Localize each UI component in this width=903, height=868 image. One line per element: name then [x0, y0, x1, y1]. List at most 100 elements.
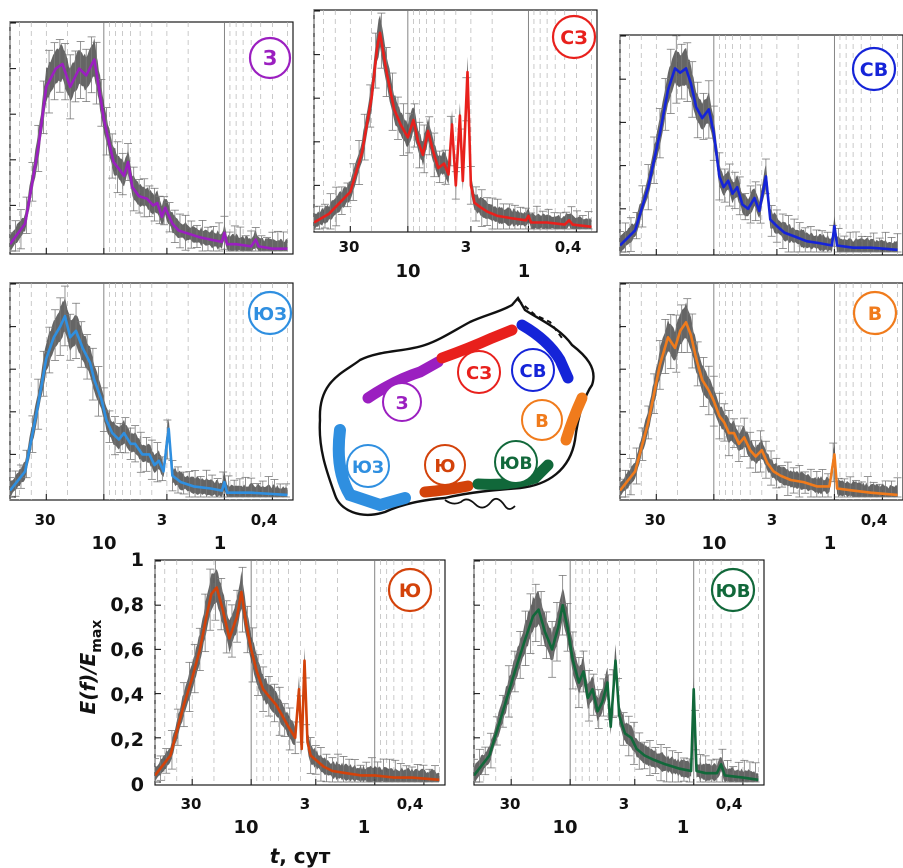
- badge-circle: [247, 290, 293, 336]
- gridlines: [619, 35, 898, 255]
- map-label-northwest: СЗ: [457, 350, 501, 394]
- badge-label: СЗ: [560, 27, 587, 49]
- y-axis-title-subscript: max: [89, 620, 105, 653]
- series-path: [10, 314, 288, 497]
- error-bars: [10, 285, 291, 498]
- badge-label: В: [868, 303, 882, 325]
- map-label-text: В: [535, 411, 549, 432]
- x-tick-label: 3: [461, 238, 471, 256]
- x-tick-label: 1: [358, 817, 371, 838]
- map-label-text: СЗ: [466, 363, 492, 384]
- x-tick-label: 3: [619, 795, 629, 813]
- uncertainty-band: [620, 302, 898, 497]
- x-tick-label: 1: [824, 533, 837, 554]
- direction-badge: ЮЗ: [247, 290, 293, 336]
- map-label-text: ЮЗ: [352, 458, 384, 478]
- badge-label: З: [263, 46, 277, 70]
- y-tick-marks: [10, 283, 16, 498]
- uncertainty-fill: [314, 15, 592, 230]
- map-label-south: Ю: [424, 444, 466, 486]
- x-tick-label: 1: [214, 533, 227, 554]
- map-label-east: В: [521, 399, 563, 441]
- x-tick-label: 30: [500, 795, 521, 813]
- x-tick-label: 1: [518, 261, 531, 282]
- series-line: [10, 58, 288, 250]
- y-tick-label: 1: [131, 549, 144, 571]
- map-label-southeast: ЮВ: [494, 440, 538, 484]
- series-path: [474, 603, 759, 782]
- map-label-circle: [511, 348, 555, 392]
- badge-label: ЮЗ: [253, 304, 287, 325]
- chart-panel-southwest: ЮЗ 30 10 3 1 0,4: [9, 282, 294, 554]
- badge-circle: [248, 36, 292, 80]
- x-tick-label: 0,4: [397, 795, 424, 813]
- badge-label: СВ: [860, 59, 888, 81]
- badge-circle: [851, 46, 897, 92]
- series-path: [314, 31, 592, 229]
- map-label-circle: [382, 382, 422, 422]
- badge-label: Ю: [399, 580, 421, 602]
- x-tick-labels: 30 10 3 1 0,4: [181, 795, 424, 838]
- segment-south: [419, 480, 474, 498]
- map-label-circle: [346, 444, 390, 488]
- badge-circle: [551, 14, 597, 60]
- map-label-west: З: [382, 382, 422, 422]
- direction-badge: СВ: [851, 46, 897, 92]
- chart-panel-west: З: [9, 21, 294, 255]
- uncertainty-fill: [620, 302, 898, 497]
- direction-badge: З: [248, 36, 292, 80]
- x-axis-title: t, сут: [270, 844, 331, 868]
- segment-west: [362, 356, 444, 404]
- uncertainty-band: [314, 15, 592, 230]
- map-label-circle: [424, 444, 466, 486]
- x-tick-label: 30: [339, 238, 360, 256]
- river-mouths: [444, 497, 516, 510]
- x-tick-labels: 30 10 3 1 0,4: [500, 795, 743, 838]
- direction-badge: ЮВ: [710, 567, 756, 613]
- x-tick-label: 10: [552, 817, 577, 838]
- series-path: [155, 586, 440, 782]
- x-axis-variable: t: [270, 844, 281, 868]
- x-tick-label: 0,4: [716, 795, 743, 813]
- y-tick-marks: [620, 283, 626, 498]
- x-tick-label: 0,4: [861, 511, 888, 529]
- y-tick-label: 0,6: [110, 639, 144, 661]
- open-boundary: [517, 299, 563, 339]
- map-label-text: Ю: [434, 456, 455, 477]
- segment-east: [560, 392, 588, 446]
- x-tick-label: 30: [35, 511, 56, 529]
- x-tick-label: 1: [677, 817, 690, 838]
- map-label-text: ЮВ: [500, 454, 533, 474]
- y-tick-marks: [314, 10, 320, 230]
- x-tick-label: 10: [233, 817, 258, 838]
- y-tick-label: 0,4: [110, 684, 144, 706]
- uncertainty-band: [10, 296, 288, 497]
- uncertainty-band: [10, 38, 288, 251]
- error-bars: [620, 298, 902, 498]
- series-line: [10, 314, 288, 497]
- x-tick-label: 3: [767, 511, 777, 529]
- map-label-circle: [457, 350, 501, 394]
- series-line: [620, 67, 898, 252]
- x-axis-unit: , сут: [279, 844, 330, 868]
- x-tick-label: 0,4: [555, 238, 582, 256]
- x-tick-labels: 30 10 3 1 0,4: [645, 511, 888, 554]
- series-path: [10, 58, 288, 250]
- segment-northwest: [436, 324, 518, 364]
- map-label-text: СВ: [520, 361, 547, 382]
- y-tick-marks: [155, 560, 161, 783]
- y-tick-marks: [474, 560, 480, 783]
- gridlines: [9, 22, 288, 254]
- x-tick-label: 30: [645, 511, 666, 529]
- map-label-circle: [521, 399, 563, 441]
- y-tick-label: 0: [131, 774, 144, 796]
- series-line: [155, 586, 440, 782]
- y-axis-title: E(f)/Emax: [76, 620, 105, 715]
- error-bars: [155, 560, 440, 783]
- map-label-circle: [494, 440, 538, 484]
- segment-northeast: [516, 319, 574, 384]
- direction-badge: В: [852, 290, 898, 336]
- map-label-northeast: СВ: [511, 348, 555, 392]
- uncertainty-band: [474, 587, 759, 782]
